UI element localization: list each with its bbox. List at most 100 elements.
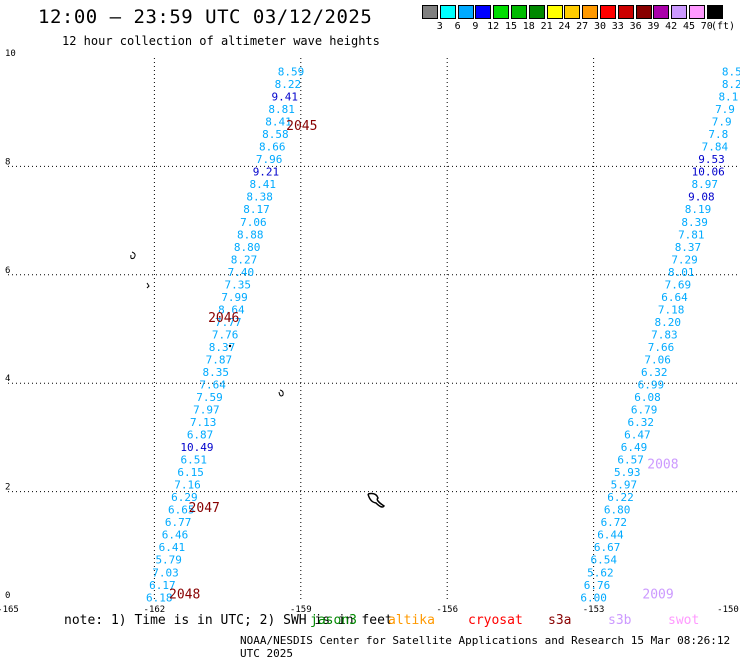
wave-height-value: 8.1 <box>718 91 738 104</box>
legend-swatch <box>546 5 563 19</box>
wave-height-value: 9.21 <box>253 166 280 179</box>
wave-height-value: 8.88 <box>237 228 264 241</box>
legend-label: 30 <box>593 21 607 32</box>
map-subtitle: 12 hour collection of altimeter wave hei… <box>62 34 380 48</box>
wave-height-value: 6.87 <box>187 429 214 442</box>
wave-height-value: 8.37 <box>675 241 702 254</box>
y-tick-label: 2 <box>5 483 10 493</box>
wave-height-value: 8.64 <box>218 303 245 316</box>
wave-height-value: 7.64 <box>199 378 226 391</box>
legend-label: 3 <box>436 21 443 32</box>
wave-height-value: 8.22 <box>275 78 302 91</box>
wave-height-value: 8.19 <box>685 203 712 216</box>
legend-label: 70 <box>700 21 713 32</box>
wave-height-value: 6.44 <box>597 529 624 542</box>
wave-height-value: 7.76 <box>212 328 239 341</box>
wave-height-value: 6.76 <box>584 579 611 592</box>
wave-height-value: 8.66 <box>259 141 286 154</box>
legend-label: 9 <box>472 21 479 32</box>
wave-height-value: 8.37 <box>209 341 236 354</box>
wave-height-value: 6.17 <box>149 579 176 592</box>
x-tick-label: -165 <box>0 605 19 615</box>
pass-label: 2046 <box>208 311 239 326</box>
island-shape <box>130 251 136 260</box>
legend-swatch <box>582 5 599 19</box>
pass-label: 2047 <box>189 501 220 516</box>
satellite-altika: altika <box>388 613 435 628</box>
legend-swatch <box>564 5 581 19</box>
wave-height-value: 6.80 <box>604 504 631 517</box>
x-tick-label: -159 <box>290 605 312 615</box>
x-tick-label: -156 <box>436 605 458 615</box>
wave-height-value: 7.99 <box>221 291 248 304</box>
y-tick-label: 6 <box>5 266 10 276</box>
wave-height-value: 7.40 <box>228 266 255 279</box>
wave-height-value: 6.29 <box>171 491 198 504</box>
legend-label: 27 <box>576 21 589 32</box>
wave-height-value: 6.32 <box>628 416 655 429</box>
wave-height-value: 7.69 <box>665 278 692 291</box>
wave-height-value: 6.67 <box>594 541 621 554</box>
wave-height-value: 7.97 <box>193 404 220 417</box>
wave-height-value: 6.64 <box>661 291 688 304</box>
wave-height-value: 7.87 <box>206 353 233 366</box>
wave-height-value: 6.18 <box>146 591 173 604</box>
wave-height-value: 5.62 <box>587 566 614 579</box>
wave-height-value: 6.72 <box>601 516 628 529</box>
wave-height-value: 8.2 <box>722 78 740 91</box>
legend-swatch <box>635 5 652 19</box>
wave-height-value: 7.77 <box>215 316 242 329</box>
wave-height-value: 7.8 <box>708 128 728 141</box>
legend-label: 33 <box>611 21 624 32</box>
legend-swatch <box>617 5 634 19</box>
legend-swatch <box>671 5 688 19</box>
wave-height-value: 7.83 <box>651 328 678 341</box>
wave-height-value: 8.17 <box>243 203 270 216</box>
wave-height-value: 5.79 <box>155 554 182 567</box>
wave-height-value: 7.9 <box>715 103 735 116</box>
legend-swatch <box>706 5 723 19</box>
legend-label: 18 <box>522 21 535 32</box>
wave-height-value: 10.49 <box>180 441 213 454</box>
legend-swatch <box>689 5 705 19</box>
y-tick-label: 8 <box>5 157 10 167</box>
x-tick-label: -150 <box>717 605 739 615</box>
wave-height-value: 8.41 <box>250 178 277 191</box>
wave-height-value: 7.06 <box>240 216 267 229</box>
wave-height-value: 8.41 <box>265 116 292 129</box>
x-tick-label: -162 <box>144 605 166 615</box>
wave-height-value: 6.49 <box>621 441 648 454</box>
wave-height-value: 7.29 <box>671 253 698 266</box>
legend-swatch <box>439 5 456 19</box>
satellite-s3a: s3a <box>548 613 572 628</box>
wave-height-value: 8.53 <box>722 66 740 79</box>
map-title: 12:00 – 23:59 UTC 03/12/2025 <box>38 6 373 28</box>
wave-height-value: 8.27 <box>231 253 258 266</box>
legend-label: 36 <box>629 21 642 32</box>
wave-height-value: 6.57 <box>617 454 644 467</box>
island-shape <box>278 389 284 397</box>
island-shape <box>228 344 232 348</box>
wave-height-value: 8.01 <box>668 266 695 279</box>
legend-label: 39 <box>647 21 660 32</box>
footer-note: note: 1) Time is in UTC; 2) SWH is in fe… <box>64 613 393 628</box>
legend-swatch <box>528 5 545 19</box>
wave-height-value: 7.59 <box>196 391 223 404</box>
satellite-cryosat: cryosat <box>468 613 523 628</box>
wave-height-value: 8.80 <box>234 241 261 254</box>
wave-height-value: 6.15 <box>177 466 204 479</box>
wave-height-value: 7.35 <box>224 278 251 291</box>
wave-height-value: 10.06 <box>692 166 725 179</box>
wave-height-value: 7.16 <box>174 479 201 492</box>
wave-height-value: 8.35 <box>202 366 229 379</box>
wave-height-value: 7.9 <box>712 116 732 129</box>
wave-height-value: 8.59 <box>278 66 305 79</box>
wave-height-value: 6.00 <box>580 591 607 604</box>
wave-height-value: 6.65 <box>168 504 195 517</box>
wave-height-value: 7.81 <box>678 228 705 241</box>
legend-unit: (ft) <box>711 21 736 32</box>
wave-height-value: 7.13 <box>190 416 217 429</box>
pass-label: 2045 <box>286 119 317 134</box>
y-tick-label: 10 <box>5 49 16 59</box>
